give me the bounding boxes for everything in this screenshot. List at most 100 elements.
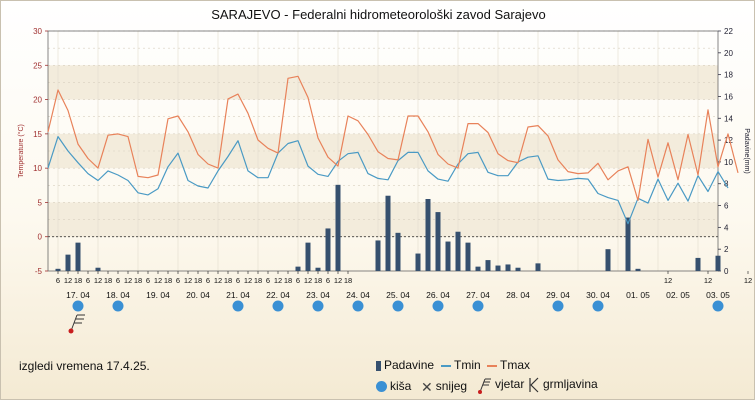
x-date-label: 24. 04	[346, 290, 370, 300]
forecast-note: izgledi vremena 17.4.25.	[19, 359, 150, 373]
precip-bar	[515, 267, 521, 271]
legend-tmax: Tmax	[487, 358, 530, 372]
x-date-label: 30. 04	[586, 290, 610, 300]
precip-bar	[505, 264, 511, 271]
x-hour-label: 6	[116, 276, 120, 285]
rain-icon	[352, 300, 364, 312]
x-hour-label: 12	[64, 276, 72, 285]
precip-bar	[385, 195, 391, 271]
x-hour-label: 6	[206, 276, 210, 285]
x-hour-label: 12	[664, 276, 672, 285]
rain-icon	[112, 300, 124, 312]
x-hour-label: 6	[56, 276, 60, 285]
rain-icon	[312, 300, 324, 312]
x-date-label: 26. 04	[426, 290, 450, 300]
x-hour-label: 18	[344, 276, 352, 285]
x-hour-label: 6	[236, 276, 240, 285]
legend-rain-label: kiša	[390, 379, 412, 393]
x-hour-label: 6	[326, 276, 330, 285]
precip-bar	[475, 266, 481, 271]
precip-bar	[495, 265, 501, 271]
precip-bar	[375, 240, 381, 271]
x-date-label: 21. 04	[226, 290, 250, 300]
rain-icon	[72, 300, 84, 312]
wind-icon-dot	[68, 328, 74, 334]
snow-icon: ✕	[421, 378, 433, 395]
precip-bar	[445, 241, 451, 271]
y-tick-label: 0	[38, 233, 43, 242]
legend-storm-label: grmljavina	[543, 377, 598, 392]
precip-bar	[455, 231, 461, 271]
tmin-line	[47, 136, 729, 225]
y2-tick-label: 20	[724, 49, 733, 58]
legend-rain: kiša	[376, 379, 411, 393]
x-hour-label: 18	[254, 276, 262, 285]
legend-wind: vjetar	[476, 376, 524, 394]
x-hour-label: 12	[274, 276, 282, 285]
x-hour-label: 18	[284, 276, 292, 285]
x-hour-label: 18	[224, 276, 232, 285]
x-hour-label: 12	[744, 276, 752, 285]
x-date-label: 18. 04	[106, 290, 130, 300]
precip-bar	[415, 253, 421, 271]
y2-tick-label: 8	[724, 180, 729, 189]
y2-tick-label: 6	[724, 202, 729, 211]
precip-bar	[715, 255, 721, 271]
x-hour-label: 6	[266, 276, 270, 285]
precip-bar	[55, 268, 61, 271]
x-date-label: 22. 04	[266, 290, 290, 300]
x-hour-label: 12	[184, 276, 192, 285]
rain-icon	[592, 300, 604, 312]
legend-padavine-swatch	[376, 360, 381, 371]
x-date-label: 01. 05	[626, 290, 650, 300]
y-tick-label: 15	[33, 130, 42, 139]
x-hour-label: 18	[74, 276, 82, 285]
precip-bar	[325, 228, 331, 271]
legend-tmin-swatch	[441, 364, 451, 367]
y-tick-label: 25	[33, 61, 42, 70]
y-tick-label: 20	[33, 96, 42, 105]
precip-bar	[95, 267, 101, 271]
x-date-label: 23. 04	[306, 290, 330, 300]
x-hour-label: 12	[334, 276, 342, 285]
x-hour-label: 6	[176, 276, 180, 285]
x-hour-label: 18	[134, 276, 142, 285]
legend-snow-label: snijeg	[435, 379, 468, 393]
rain-icon	[712, 300, 724, 312]
y2-tick-label: 10	[724, 158, 733, 167]
x-hour-label: 12	[124, 276, 132, 285]
legend-wind-label: vjetar	[495, 377, 525, 392]
precip-bar	[305, 242, 311, 271]
y2-tick-label: 16	[724, 92, 733, 101]
precip-bar	[435, 212, 441, 271]
x-hour-label: 6	[146, 276, 150, 285]
y2-tick-label: 18	[724, 71, 733, 80]
x-hour-label: 12	[244, 276, 252, 285]
y2-tick-label: 4	[724, 223, 729, 232]
y2-axis-label: Padavine(mm)	[743, 128, 750, 174]
legend-tmin: Tmin	[441, 358, 481, 372]
precip-bar	[395, 232, 401, 271]
legend-tmax-label: Tmax	[500, 358, 530, 372]
rain-icon	[552, 300, 564, 312]
x-date-label: 27. 04	[466, 290, 490, 300]
precip-bar	[335, 184, 341, 271]
precip-bar	[75, 242, 81, 271]
y2-tick-label: 2	[724, 245, 729, 254]
x-date-label: 29. 04	[546, 290, 570, 300]
y-tick-label: 10	[33, 164, 42, 173]
precip-bar	[65, 254, 71, 271]
rain-icon	[376, 381, 387, 393]
precip-bar	[465, 242, 471, 271]
wind-icon	[478, 378, 491, 394]
x-hour-label: 12	[154, 276, 162, 285]
tmax-line	[47, 75, 739, 201]
legend-tmin-label: Tmin	[454, 358, 481, 372]
x-date-label: 19. 04	[146, 290, 170, 300]
legend-storm: grmljavina	[528, 377, 598, 393]
legend-snow: ✕ snijeg	[421, 378, 468, 395]
plot-frame	[47, 30, 719, 272]
precip-bar	[605, 249, 611, 271]
legend-padavine: Padavine	[376, 358, 434, 372]
